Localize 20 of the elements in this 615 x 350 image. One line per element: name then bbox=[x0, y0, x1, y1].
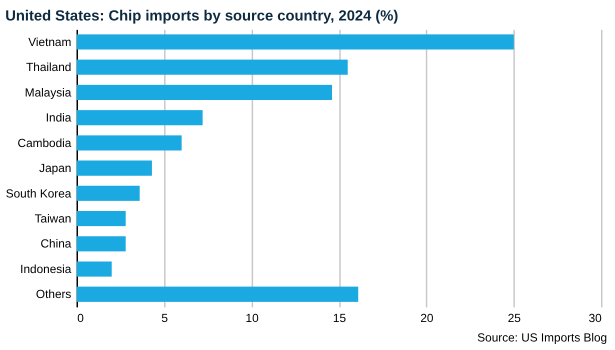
y-tick-label: South Korea bbox=[6, 186, 72, 200]
x-tick-label: 20 bbox=[420, 311, 434, 326]
y-tick-label: Vietnam bbox=[28, 34, 72, 49]
x-tick-label: 30 bbox=[588, 311, 602, 326]
y-tick-label: China bbox=[40, 236, 72, 251]
x-tick-label: 25 bbox=[508, 311, 522, 326]
y-tick-label: India bbox=[46, 110, 72, 125]
x-tick-label: 5 bbox=[161, 311, 168, 326]
y-tick-label: Malaysia bbox=[24, 85, 72, 100]
x-tick-label: 10 bbox=[246, 311, 260, 326]
x-tick-label: 15 bbox=[332, 311, 346, 326]
source-note: Source: US Imports Blog bbox=[477, 330, 608, 344]
y-tick-label: Taiwan bbox=[34, 212, 72, 226]
y-tick-label: Japan bbox=[39, 161, 72, 176]
y-tick-label: Thailand bbox=[26, 60, 72, 74]
y-tick-label: Others bbox=[36, 287, 72, 302]
y-tick-label: Indonesia bbox=[20, 262, 72, 276]
x-tick-label: 0 bbox=[77, 311, 84, 326]
chart-title: United States: Chip imports by source country, 2024 (%) bbox=[5, 8, 398, 25]
y-tick-label: Cambodia bbox=[18, 136, 72, 150]
